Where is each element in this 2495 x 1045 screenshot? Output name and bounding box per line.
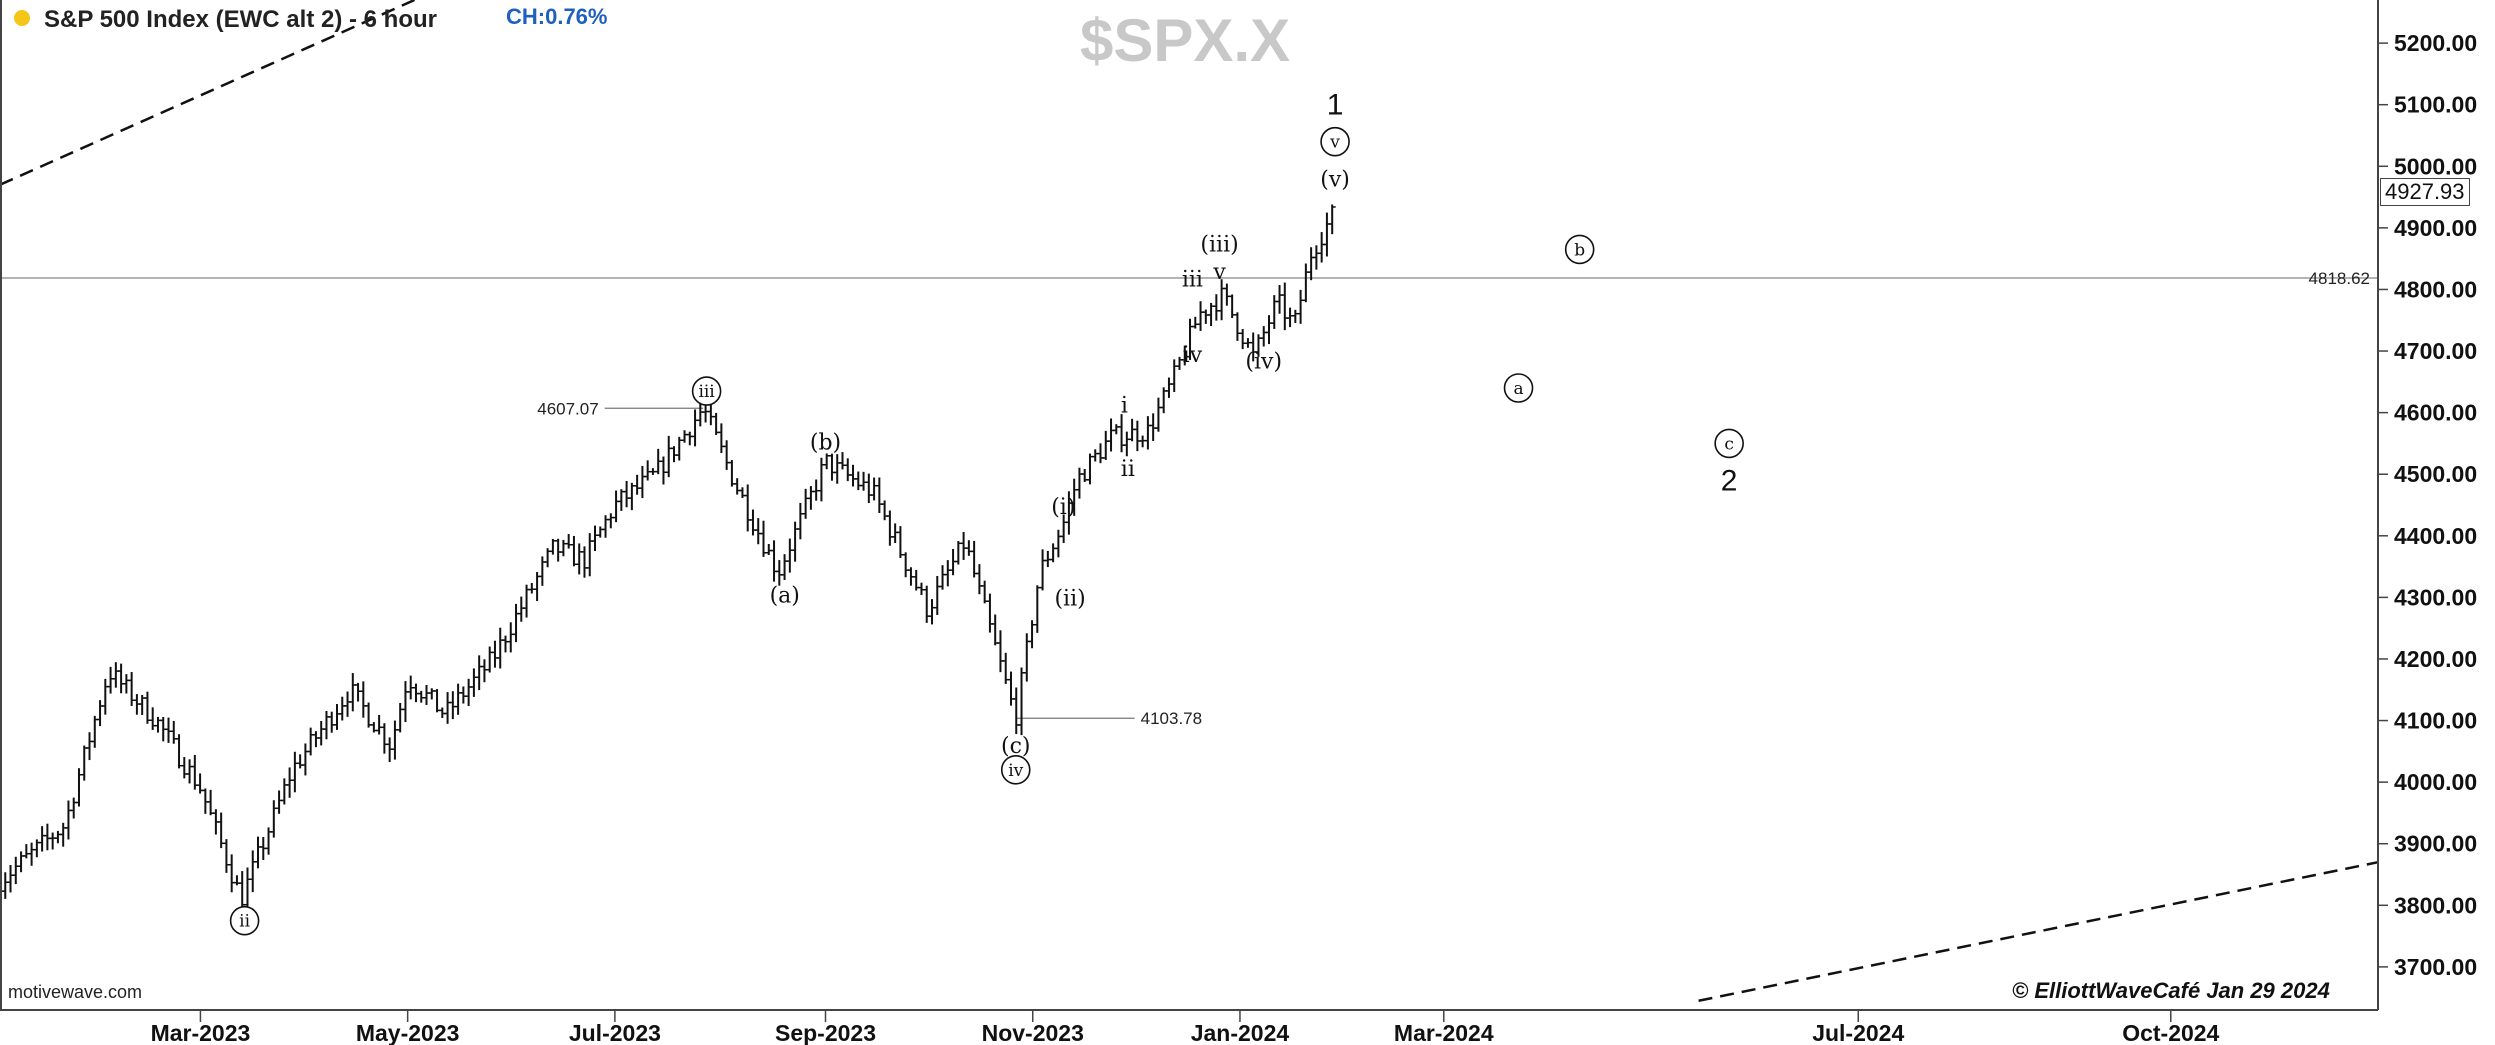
wave-label: (v) bbox=[1320, 168, 1350, 193]
change-badge: CH:0.76% bbox=[506, 4, 608, 29]
wave-label-text: (ii) bbox=[1054, 586, 1085, 611]
y-tick-label: 4700.00 bbox=[2394, 338, 2477, 364]
last-price-tag: 4927.93 bbox=[2380, 178, 2470, 206]
price-label-lines bbox=[604, 407, 1135, 719]
copyright-text: © ElliottWaveCafé Jan 29 2024 bbox=[2012, 978, 2330, 1003]
wave-label-text: iii bbox=[698, 382, 715, 402]
wave-label-text: (v) bbox=[1320, 168, 1350, 193]
trendlines bbox=[0, 0, 2379, 1002]
y-tick-label: 4000.00 bbox=[2394, 769, 2477, 795]
trendline bbox=[1698, 860, 2379, 1002]
symbol-watermark: $SPX.X bbox=[1080, 7, 1291, 74]
wave-label-circle bbox=[1714, 428, 1744, 459]
wave-label-text: 2 bbox=[1721, 464, 1738, 497]
x-tick-label: Jan-2024 bbox=[1191, 1020, 1290, 1045]
wave-label-circle bbox=[691, 376, 722, 406]
wave-label-text: ii bbox=[239, 912, 250, 932]
wave-label: iv bbox=[1183, 343, 1203, 368]
wave-label-text: (b) bbox=[810, 431, 841, 456]
wave-label: iv bbox=[1000, 755, 1031, 785]
y-tick-label: 4400.00 bbox=[2394, 523, 2477, 549]
wave-label-text: (iii) bbox=[1200, 232, 1238, 257]
wave-label: v bbox=[1320, 126, 1350, 157]
wave-label-text: iii bbox=[1182, 267, 1203, 292]
y-tick-label: 3900.00 bbox=[2394, 831, 2477, 857]
y-tick-label: 4500.00 bbox=[2394, 461, 2477, 487]
y-tick-label: 3700.00 bbox=[2394, 954, 2477, 980]
x-tick-label: Mar-2024 bbox=[1394, 1020, 1494, 1045]
wave-label-circle bbox=[1320, 126, 1350, 157]
wave-label-text: (iv) bbox=[1245, 349, 1282, 374]
y-tick-label: 4100.00 bbox=[2394, 708, 2477, 734]
x-tick-label: Oct-2024 bbox=[2122, 1020, 2219, 1045]
wave-label: (c) bbox=[1001, 734, 1031, 759]
wave-label: (iii) bbox=[1200, 232, 1238, 257]
credit-text: motivewave.com bbox=[8, 982, 143, 1002]
y-tick-label: 4900.00 bbox=[2394, 215, 2477, 241]
wave-label-text: (a) bbox=[770, 583, 800, 608]
wave-label-text: ii bbox=[1121, 457, 1135, 482]
price-label: 4607.07 bbox=[537, 399, 598, 418]
wave-label: iii bbox=[691, 376, 722, 406]
status-dot-icon bbox=[14, 10, 30, 26]
wave-label-text: 1 bbox=[1327, 89, 1344, 122]
wave-label: b bbox=[1564, 234, 1595, 265]
y-tick-label: 4600.00 bbox=[2394, 400, 2477, 426]
wave-label: 1 bbox=[1327, 89, 1344, 122]
wave-label-text: c bbox=[1724, 434, 1734, 454]
wave-label: a bbox=[1503, 373, 1534, 403]
wave-label-text: iv bbox=[1183, 343, 1203, 368]
wave-label-text: v bbox=[1329, 133, 1340, 153]
wave-label-text: (i) bbox=[1051, 495, 1075, 520]
wave-label-circle bbox=[1000, 755, 1031, 785]
x-axis-ticks: Mar-2023 May-2023 Jul-2023 Sep-2023 Nov-2023… bbox=[151, 1010, 2220, 1045]
wave-label-circle bbox=[1564, 234, 1595, 265]
price-labels: 4607.07 4103.78 bbox=[537, 399, 1202, 728]
price-label: 4103.78 bbox=[1141, 709, 1202, 728]
wave-label: (ii) bbox=[1054, 586, 1085, 611]
wave-label: ii bbox=[1121, 457, 1135, 482]
wave-label-text: b bbox=[1574, 240, 1585, 260]
y-tick-label: 5100.00 bbox=[2394, 92, 2477, 118]
wave-label: 2 bbox=[1721, 464, 1738, 497]
x-tick-label: Nov-2023 bbox=[982, 1020, 1084, 1045]
wave-label-text: (c) bbox=[1001, 734, 1031, 759]
ohlc-bars bbox=[0, 204, 1336, 909]
y-tick-label: 5200.00 bbox=[2394, 30, 2477, 56]
x-tick-label: Jul-2023 bbox=[569, 1020, 661, 1045]
x-tick-label: Jul-2024 bbox=[1812, 1020, 1904, 1045]
wave-label: ii bbox=[229, 905, 260, 936]
wave-label-text: i bbox=[1121, 394, 1128, 419]
y-tick-label: 5000.00 bbox=[2394, 153, 2477, 179]
wave-label: (b) bbox=[810, 431, 841, 456]
wave-label-circle bbox=[229, 905, 260, 936]
wave-label: i bbox=[1121, 394, 1128, 419]
x-tick-label: Mar-2023 bbox=[151, 1020, 251, 1045]
wave-label: c bbox=[1714, 428, 1744, 459]
y-tick-label: 3800.00 bbox=[2394, 892, 2477, 918]
y-tick-label: 4300.00 bbox=[2394, 584, 2477, 610]
wave-label-circle bbox=[1503, 373, 1534, 403]
wave-label-text: v bbox=[1212, 260, 1226, 285]
wave-label-text: a bbox=[1513, 379, 1523, 399]
wave-label: (a) bbox=[770, 583, 800, 608]
wave-label: (iv) bbox=[1245, 349, 1282, 374]
chart-title: S&P 500 Index (EWC alt 2) - 6 hour bbox=[44, 6, 437, 33]
y-tick-label: 4800.00 bbox=[2394, 276, 2477, 302]
x-tick-label: May-2023 bbox=[356, 1020, 460, 1045]
y-tick-label: 4200.00 bbox=[2394, 646, 2477, 672]
wave-label: iii bbox=[1182, 267, 1203, 292]
support-line-label: 4818.62 bbox=[2309, 269, 2370, 288]
y-axis-ticks: 3700.00 3800.00 3900.00 4000.00 4100.00 4200.… bbox=[2378, 30, 2477, 980]
wave-labels: iiiii(a)(b)(c)iv(i)(ii)iiiiiiivv(iii)(iv… bbox=[229, 89, 1744, 936]
x-tick-label: Sep-2023 bbox=[775, 1020, 876, 1045]
trendline bbox=[0, 0, 415, 186]
wave-label-text: iv bbox=[1008, 761, 1023, 781]
wave-label: (i) bbox=[1051, 495, 1075, 520]
wave-label: v bbox=[1212, 260, 1226, 285]
